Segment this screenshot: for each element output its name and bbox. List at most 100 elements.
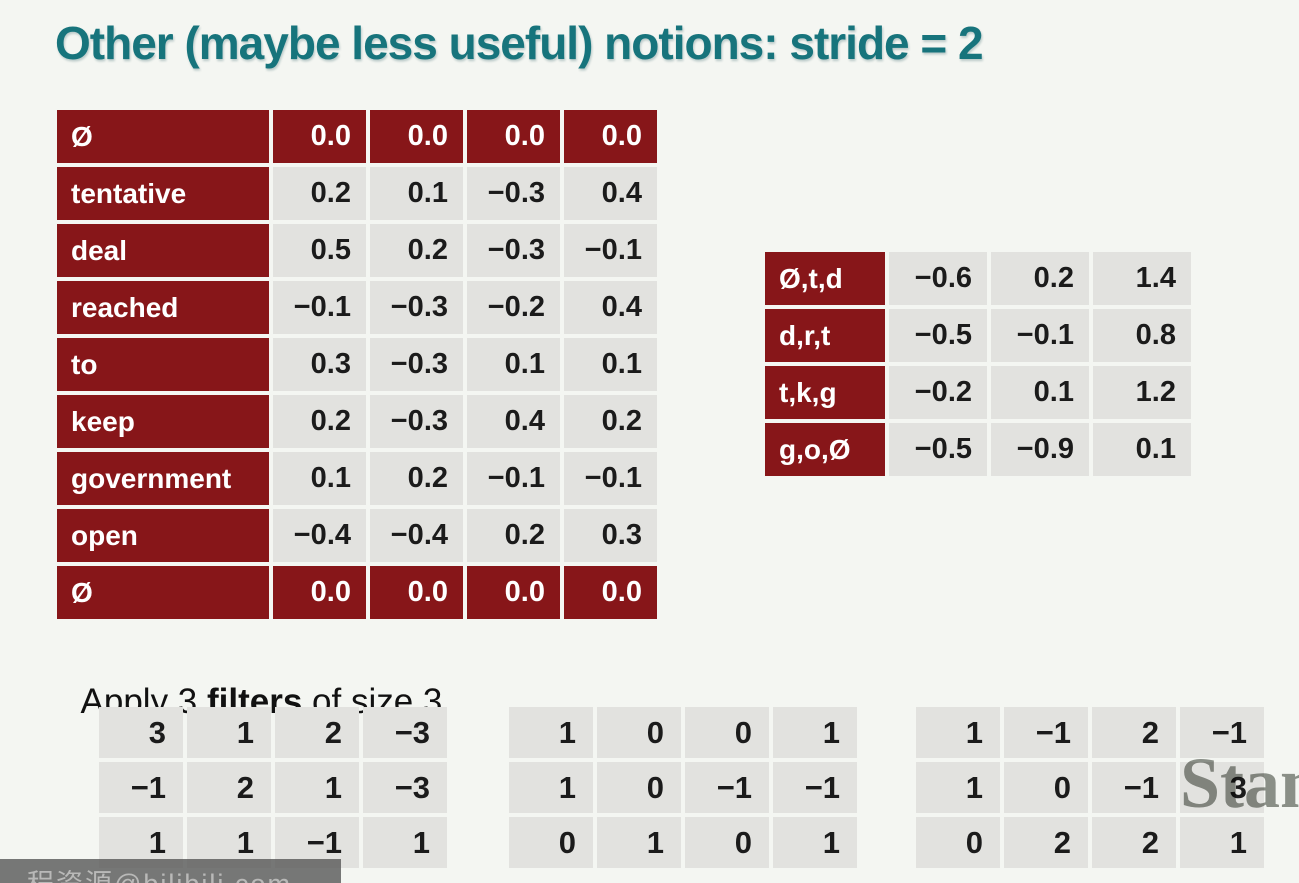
value-cell: 0.4 — [564, 167, 657, 220]
value-cell: 0.3 — [273, 338, 366, 391]
value-cell: −1 — [1092, 762, 1176, 813]
bilibili-watermark-bar: 程资源@bilibili.com — [0, 859, 341, 883]
value-cell: 0 — [685, 817, 769, 868]
value-cell: 0 — [1004, 762, 1088, 813]
value-cell: 0.1 — [370, 167, 463, 220]
value-cell: −0.1 — [467, 452, 560, 505]
value-cell: −0.3 — [370, 395, 463, 448]
row-label-cell: g,o,Ø — [765, 423, 885, 476]
value-cell: 0.5 — [273, 224, 366, 277]
value-cell: 1 — [509, 707, 593, 758]
filter-matrix-1: 3 1 2 −3 −1 2 1 −3 1 1 −1 1 — [99, 707, 447, 868]
value-cell: 1 — [363, 817, 447, 868]
value-cell: 0.0 — [564, 566, 657, 619]
value-cell: −1 — [1004, 707, 1088, 758]
value-cell: 2 — [187, 762, 271, 813]
value-cell: −0.2 — [889, 366, 987, 419]
value-cell: 2 — [1092, 817, 1176, 868]
slide-title: Other (maybe less useful) notions: strid… — [55, 17, 984, 69]
value-cell: 0.2 — [370, 224, 463, 277]
row-label-cell: deal — [57, 224, 269, 277]
value-cell: −1 — [685, 762, 769, 813]
value-cell: 0.3 — [564, 509, 657, 562]
value-cell: 0.1 — [564, 338, 657, 391]
value-cell: −0.1 — [991, 309, 1089, 362]
value-cell: 0.2 — [273, 167, 366, 220]
value-cell: −0.1 — [273, 281, 366, 334]
value-cell: 0.1 — [273, 452, 366, 505]
value-cell: 0.4 — [467, 395, 560, 448]
value-cell: −1 — [1180, 707, 1264, 758]
value-cell: 0.2 — [370, 452, 463, 505]
row-label-cell: open — [57, 509, 269, 562]
value-cell: 0.1 — [1093, 423, 1191, 476]
row-label-cell: Ø — [57, 110, 269, 163]
row-label-cell: to — [57, 338, 269, 391]
row-label-cell: government — [57, 452, 269, 505]
value-cell: 1 — [773, 817, 857, 868]
value-cell: −3 — [363, 762, 447, 813]
row-label-cell: tentative — [57, 167, 269, 220]
value-cell: −0.3 — [370, 281, 463, 334]
value-cell: −0.3 — [467, 224, 560, 277]
value-cell: 0.0 — [273, 110, 366, 163]
value-cell: 2 — [1092, 707, 1176, 758]
value-cell: 1 — [275, 762, 359, 813]
row-label-cell: keep — [57, 395, 269, 448]
value-cell: 0.0 — [467, 110, 560, 163]
value-cell: −0.6 — [889, 252, 987, 305]
value-cell: 0.1 — [991, 366, 1089, 419]
value-cell: 0.4 — [564, 281, 657, 334]
value-cell: 2 — [1004, 817, 1088, 868]
value-cell: −1 — [773, 762, 857, 813]
row-label-cell: Ø,t,d — [765, 252, 885, 305]
value-cell: 1 — [509, 762, 593, 813]
value-cell: 1 — [916, 762, 1000, 813]
value-cell: −0.3 — [467, 167, 560, 220]
value-cell: 0 — [685, 707, 769, 758]
value-cell: 1 — [187, 707, 271, 758]
value-cell: 1.4 — [1093, 252, 1191, 305]
word-vector-table: Ø 0.0 0.0 0.0 0.0 tentative 0.2 0.1 −0.3 0.4 deal 0… — [57, 110, 657, 619]
value-cell: 1 — [1180, 817, 1264, 868]
value-cell: 0 — [509, 817, 593, 868]
value-cell: 0.0 — [370, 566, 463, 619]
row-label-cell: Ø — [57, 566, 269, 619]
value-cell: 3 — [1180, 762, 1264, 813]
value-cell: −0.2 — [467, 281, 560, 334]
value-cell: −0.4 — [370, 509, 463, 562]
stanford-watermark: Stan — [1180, 743, 1299, 823]
value-cell: 1.2 — [1093, 366, 1191, 419]
value-cell: 0 — [597, 707, 681, 758]
filter-matrix-2: 1 0 0 1 1 0 −1 −1 0 1 0 1 — [509, 707, 857, 868]
value-cell: 3 — [99, 707, 183, 758]
value-cell: −1 — [99, 762, 183, 813]
row-label-cell: t,k,g — [765, 366, 885, 419]
value-cell: 0.2 — [273, 395, 366, 448]
value-cell: 0.0 — [370, 110, 463, 163]
value-cell: −0.1 — [564, 452, 657, 505]
row-label-cell: reached — [57, 281, 269, 334]
value-cell: 0.1 — [467, 338, 560, 391]
value-cell: 0.2 — [467, 509, 560, 562]
value-cell: −0.5 — [889, 309, 987, 362]
value-cell: 1 — [597, 817, 681, 868]
bilibili-watermark-text: 程资源@bilibili.com — [0, 862, 341, 883]
value-cell: 0.0 — [273, 566, 366, 619]
value-cell: 0.0 — [564, 110, 657, 163]
value-cell: 1 — [773, 707, 857, 758]
value-cell: −0.9 — [991, 423, 1089, 476]
row-label-cell: d,r,t — [765, 309, 885, 362]
value-cell: −0.3 — [370, 338, 463, 391]
value-cell: 0.0 — [467, 566, 560, 619]
value-cell: 0.8 — [1093, 309, 1191, 362]
value-cell: −3 — [363, 707, 447, 758]
filter-matrix-3: 1 −1 2 −1 1 0 −1 3 0 2 2 1 — [916, 707, 1264, 868]
value-cell: 0 — [597, 762, 681, 813]
value-cell: 2 — [275, 707, 359, 758]
value-cell: 0 — [916, 817, 1000, 868]
value-cell: −0.1 — [564, 224, 657, 277]
value-cell: 1 — [916, 707, 1000, 758]
value-cell: 0.2 — [564, 395, 657, 448]
